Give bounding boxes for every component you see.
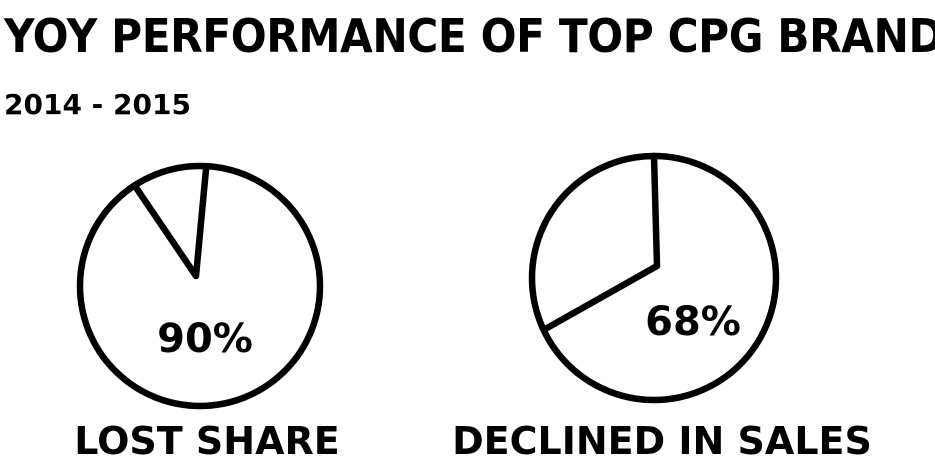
pie-chart-lost-share: 90% LOST SHARE: [74, 162, 340, 463]
pie-value-label-declined-in-sales: 68%: [645, 299, 741, 345]
chart-title: YOY PERFORMANCE OF TOP CPG BRANDS: [4, 9, 935, 63]
pie-slice-divider-declined-in-sales: [540, 152, 661, 334]
chart-subtitle: 2014 - 2015: [4, 88, 191, 121]
pie-value-label-lost-share: 90%: [157, 316, 253, 362]
pie-chart-declined-in-sales: 68% DECLINED IN SALES: [452, 152, 872, 463]
pie-caption-lost-share: LOST SHARE: [74, 419, 339, 463]
pie-slice-divider-lost-share: [131, 162, 210, 280]
pie-caption-declined-in-sales: DECLINED IN SALES: [452, 419, 872, 463]
pie-outline-lost-share: [76, 162, 324, 410]
